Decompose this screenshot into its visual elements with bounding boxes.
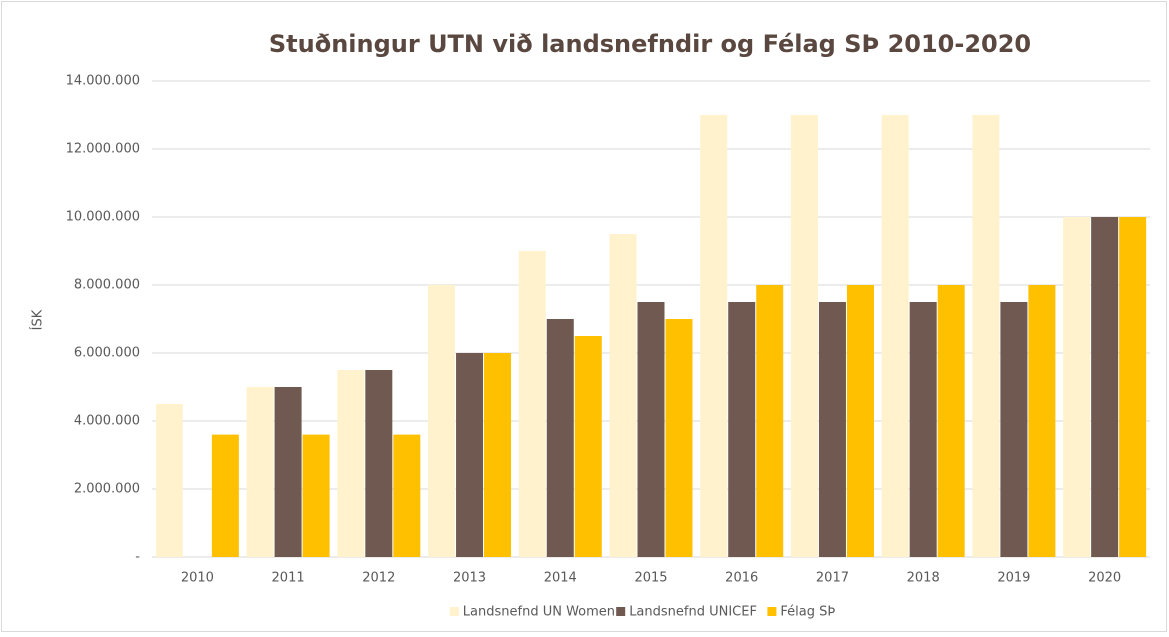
y-tick-label: 2.000.000	[74, 482, 140, 497]
bar	[909, 302, 937, 557]
legend-label: Landsnefnd UN Women	[463, 605, 615, 620]
y-tick-label: 12.000.000	[66, 142, 140, 157]
bar	[518, 251, 546, 557]
y-tick-label: -	[135, 550, 140, 565]
x-tick-label: 2019	[997, 571, 1030, 586]
legend-label: Landsnefnd UNICEF	[629, 605, 757, 620]
legend-label: Félag SÞ	[780, 605, 835, 620]
x-tick-label: 2013	[453, 571, 486, 586]
bar	[790, 115, 818, 557]
x-tick-label: 2018	[907, 571, 940, 586]
chart-title: Stuðningur UTN við landsnefndir og Félag…	[269, 30, 1031, 58]
y-tick-label: 14.000.000	[66, 74, 140, 89]
bar	[609, 234, 637, 557]
bar	[155, 404, 183, 557]
bar	[274, 387, 302, 557]
bar	[246, 387, 274, 557]
x-tick-label: 2016	[725, 571, 758, 586]
bar	[728, 302, 756, 557]
bar	[428, 285, 456, 557]
y-tick-label: 6.000.000	[74, 346, 140, 361]
y-tick-label: 4.000.000	[74, 414, 140, 429]
bar	[1000, 302, 1028, 557]
x-tick-label: 2011	[272, 571, 305, 586]
bar	[393, 434, 421, 557]
x-tick-label: 2010	[181, 571, 214, 586]
bar	[937, 285, 965, 557]
bar	[1091, 217, 1119, 557]
y-tick-label: 10.000.000	[66, 210, 140, 225]
bar	[637, 302, 665, 557]
y-axis-label: ÍSK	[30, 309, 46, 330]
bar	[846, 285, 874, 557]
x-tick-label: 2012	[362, 571, 395, 586]
x-tick-label: 2014	[544, 571, 577, 586]
bar	[365, 370, 393, 557]
y-tick-label: 8.000.000	[74, 278, 140, 293]
bar	[700, 115, 728, 557]
bar	[574, 336, 602, 557]
legend-swatch	[449, 607, 459, 616]
bar	[546, 319, 574, 557]
x-tick-label: 2020	[1088, 571, 1121, 586]
bar	[456, 353, 484, 557]
bar	[302, 434, 330, 557]
bar	[1063, 217, 1091, 557]
bar	[337, 370, 365, 557]
bar	[1119, 217, 1147, 557]
legend-swatch	[767, 607, 777, 616]
x-tick-label: 2017	[816, 571, 849, 586]
legend-swatch	[616, 607, 626, 616]
bar	[972, 115, 1000, 557]
bar	[484, 353, 512, 557]
bar	[211, 434, 239, 557]
bar	[881, 115, 909, 557]
x-tick-label: 2015	[634, 571, 667, 586]
bar	[1028, 285, 1056, 557]
bar	[665, 319, 693, 557]
bar	[756, 285, 784, 557]
bar	[818, 302, 846, 557]
